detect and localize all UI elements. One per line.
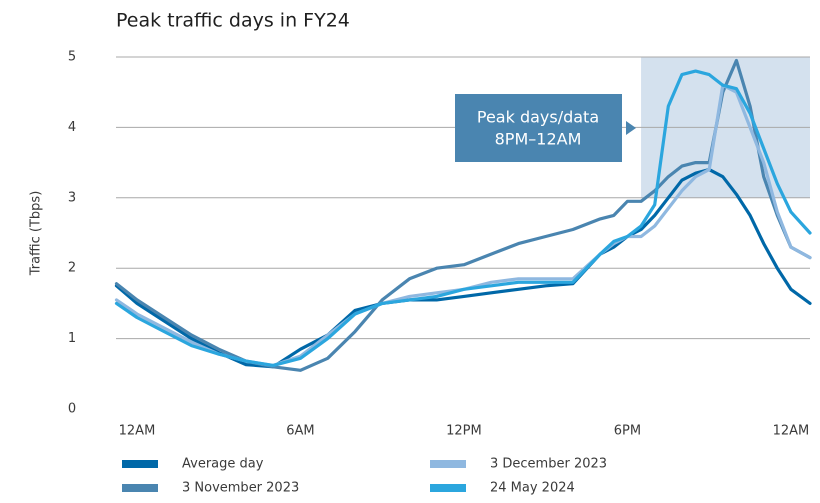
x-tick-label: 12AM — [773, 424, 810, 439]
y-tick-label: 1 — [68, 331, 76, 346]
grid-layer: 0 1 2 3 4 5 12AM 6AM 12PM 6PM 12AM — [68, 50, 810, 439]
legend-swatch — [122, 484, 158, 492]
series-line — [114, 69, 812, 367]
annotation-text: Peak days/data — [477, 108, 599, 127]
legend-label: 3 November 2023 — [182, 481, 299, 496]
annotation-layer: Peak days/data 8PM–12AM — [455, 94, 636, 162]
y-tick-label: 5 — [68, 50, 76, 65]
annotation-text: 8PM–12AM — [495, 130, 582, 149]
series-line — [114, 168, 812, 369]
lines-layer — [114, 58, 812, 372]
legend-label: 3 December 2023 — [490, 457, 607, 472]
y-axis-label: Traffic (Tbps) — [29, 191, 44, 277]
chart-title: Peak traffic days in FY24 — [116, 10, 350, 32]
y-tick-label: 0 — [68, 402, 76, 417]
annotation-arrow — [626, 121, 636, 135]
y-tick-label: 4 — [68, 120, 76, 135]
legend-label: 24 May 2024 — [490, 481, 575, 496]
legend-swatch — [430, 460, 466, 468]
legend: Average day 3 November 2023 3 December 202… — [122, 457, 607, 496]
x-tick-label: 6AM — [286, 424, 314, 439]
x-tick-label: 6PM — [614, 424, 641, 439]
y-tick-label: 3 — [68, 190, 76, 205]
y-tick-label: 2 — [68, 261, 76, 276]
legend-label: Average day — [182, 457, 264, 472]
legend-swatch — [430, 484, 466, 492]
x-tick-label: 12PM — [446, 424, 482, 439]
legend-swatch — [122, 460, 158, 468]
annotation-box — [455, 94, 622, 162]
x-tick-label: 12AM — [119, 424, 156, 439]
